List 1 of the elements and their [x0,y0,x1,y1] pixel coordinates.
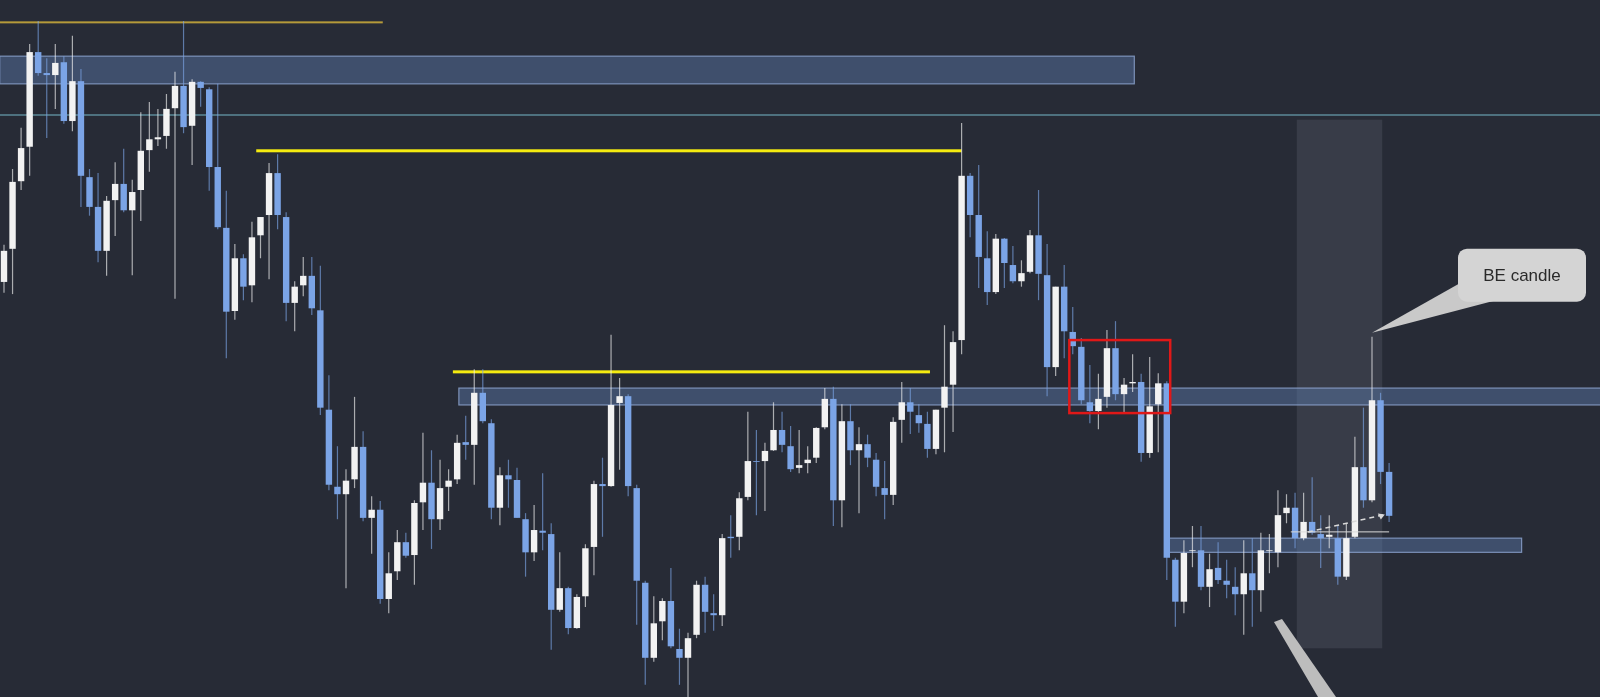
callout: BE candle [1372,248,1586,333]
